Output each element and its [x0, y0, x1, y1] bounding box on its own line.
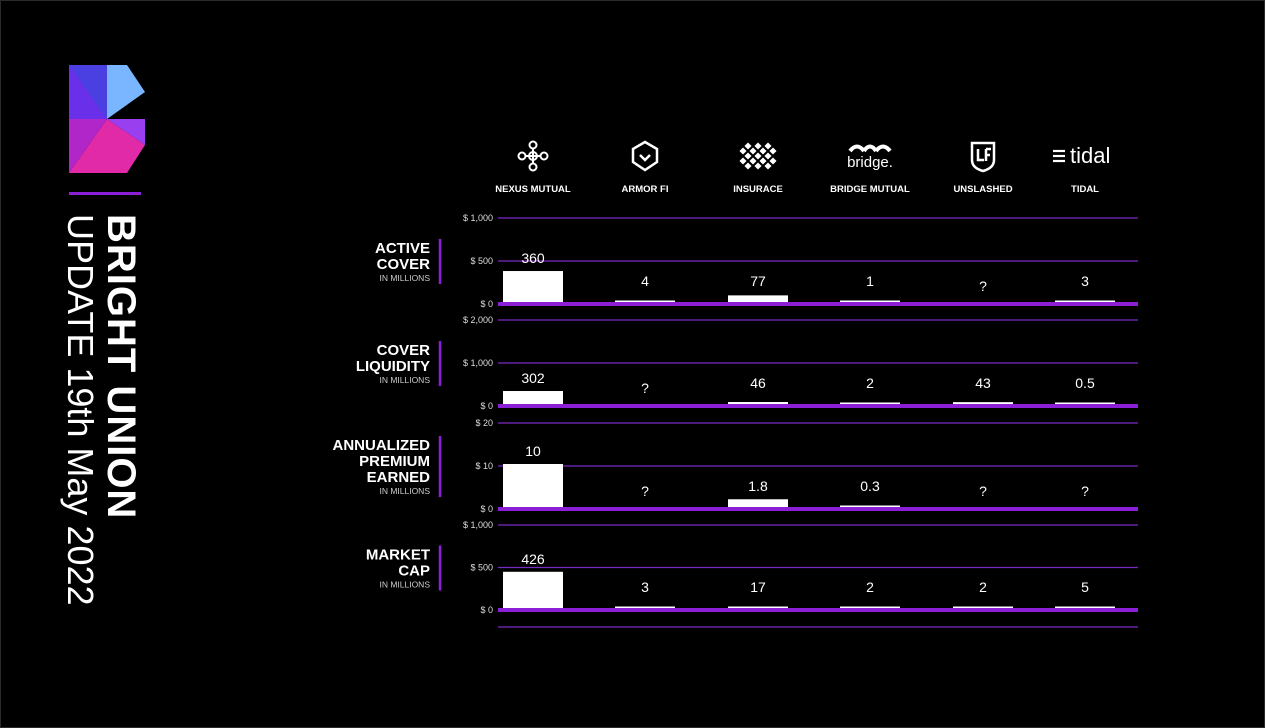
bar: [615, 606, 675, 608]
bridge-logo-text: bridge.: [847, 154, 893, 171]
bar: [728, 606, 788, 608]
y-tick-label: $ 1,000: [463, 213, 493, 223]
panel-title: LIQUIDITY: [356, 358, 430, 375]
data-label: 302: [521, 370, 545, 386]
unknown-value-label: ?: [979, 278, 987, 294]
bar: [1055, 300, 1115, 302]
panel-title: PREMIUM: [359, 453, 430, 470]
data-label: 46: [750, 375, 766, 391]
insurace-checker-icon: [739, 142, 777, 170]
y-tick-label: $ 0: [480, 504, 493, 514]
y-tick-label: $ 500: [470, 256, 493, 266]
bar: [840, 505, 900, 507]
unknown-value-label: ?: [979, 483, 987, 499]
brand-divider: [69, 192, 141, 195]
panel-title: COVER: [377, 256, 431, 273]
bar: [503, 391, 563, 404]
bar: [503, 271, 563, 302]
bridge-mutual-logo-icon: bridge.: [847, 144, 893, 171]
bar: [953, 402, 1013, 404]
armor-fi-shield-icon: [631, 140, 659, 172]
nexus-mutual-logo-icon: [517, 140, 549, 172]
bar: [728, 499, 788, 507]
provider-name: INSURACE: [733, 184, 783, 195]
bar: [840, 606, 900, 608]
tidal-logo-icon: tidal: [1053, 143, 1110, 168]
provider-name: TIDAL: [1071, 184, 1099, 195]
panel-title: COVER: [377, 342, 431, 359]
panel-unit: IN MILLIONS: [379, 273, 430, 283]
data-label: 0.3: [860, 478, 880, 494]
data-label: 4: [641, 273, 649, 289]
bar: [503, 464, 563, 507]
y-tick-label: $ 20: [475, 418, 493, 428]
unknown-value-label: ?: [641, 380, 649, 396]
y-tick-label: $ 500: [470, 563, 493, 573]
y-tick-label: $ 1,000: [463, 358, 493, 368]
data-label: 43: [975, 375, 991, 391]
panel-title: MARKET: [366, 547, 430, 564]
data-label: 2: [866, 375, 874, 391]
bar: [728, 295, 788, 302]
tidal-logo-text: tidal: [1070, 143, 1110, 168]
data-label: 2: [979, 579, 987, 595]
panel-title: CAP: [398, 563, 430, 580]
provider-name: BRIDGE MUTUAL: [830, 184, 910, 195]
data-label: 10: [525, 443, 541, 459]
data-label: 1.8: [748, 478, 768, 494]
panel-title: ACTIVE: [375, 240, 430, 257]
bright-union-logo-icon: [69, 65, 145, 173]
data-label: 77: [750, 273, 766, 289]
bar: [953, 606, 1013, 608]
data-label: 5: [1081, 579, 1089, 595]
data-label: 360: [521, 250, 545, 266]
panel-unit: IN MILLIONS: [379, 375, 430, 385]
data-label: 3: [1081, 273, 1089, 289]
bar: [1055, 606, 1115, 608]
provider-name: UNSLASHED: [953, 184, 1012, 195]
y-tick-label: $ 0: [480, 401, 493, 411]
bar: [615, 300, 675, 302]
unknown-value-label: ?: [641, 483, 649, 499]
unslashed-shield-icon: [970, 141, 996, 173]
bar: [840, 402, 900, 404]
data-label: 1: [866, 273, 874, 289]
data-label: 17: [750, 579, 766, 595]
bar: [840, 300, 900, 302]
data-label: 426: [521, 551, 545, 567]
panel-title: ANNUALIZED: [333, 437, 431, 454]
panel-unit: IN MILLIONS: [379, 486, 430, 496]
data-label: 2: [866, 579, 874, 595]
bar: [728, 402, 788, 404]
provider-name: NEXUS MUTUAL: [495, 184, 571, 195]
bar: [503, 571, 563, 608]
y-tick-label: $ 1,000: [463, 520, 493, 530]
y-tick-label: $ 0: [480, 299, 493, 309]
panel-unit: IN MILLIONS: [379, 580, 430, 590]
y-tick-label: $ 0: [480, 605, 493, 615]
data-label: 0.5: [1075, 375, 1095, 391]
y-tick-label: $ 2,000: [463, 315, 493, 325]
provider-name: ARMOR FI: [622, 184, 669, 195]
unknown-value-label: ?: [1081, 483, 1089, 499]
y-tick-label: $ 10: [475, 461, 493, 471]
bar: [1055, 402, 1115, 404]
data-label: 3: [641, 579, 649, 595]
panel-title: EARNED: [367, 469, 431, 486]
